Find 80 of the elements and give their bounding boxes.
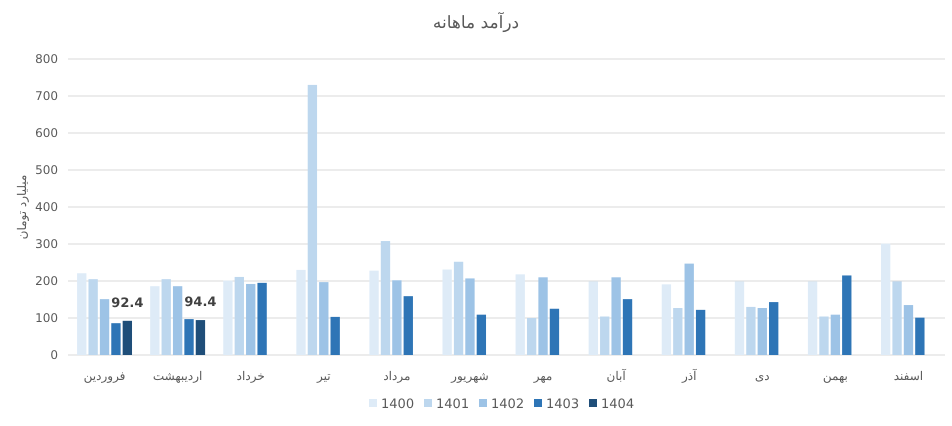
bar [172, 286, 182, 355]
bar [538, 277, 548, 355]
legend-label: 1403 [546, 397, 580, 412]
bar [696, 310, 706, 355]
y-tick-label: 600 [35, 126, 58, 140]
bar [100, 299, 110, 355]
bar [369, 270, 379, 355]
bar [404, 296, 413, 355]
y-tick-label: 700 [35, 89, 58, 103]
bar [734, 281, 744, 355]
title: درآمد ماهانه [432, 13, 520, 33]
y-tick-label: 200 [35, 274, 58, 288]
bar [88, 279, 98, 355]
bar [600, 316, 610, 355]
y-tick-label: 800 [35, 52, 58, 66]
bar [746, 306, 756, 355]
bar [380, 241, 390, 355]
x-tick-label: فروردین [84, 369, 126, 383]
bar [904, 305, 914, 355]
ylabel: میلیارد تومان [15, 174, 29, 240]
bar [516, 274, 525, 355]
bar [673, 308, 682, 355]
bar [808, 281, 818, 355]
bar [392, 280, 402, 355]
x-tick-label: خرداد [236, 369, 265, 383]
bar [819, 316, 829, 355]
bar [915, 318, 925, 355]
bar [880, 244, 890, 355]
bar [662, 284, 672, 355]
x-tick-label: شهریور [450, 369, 489, 383]
legend-label: 1402 [491, 397, 524, 412]
bar [246, 284, 256, 355]
bar [111, 323, 121, 355]
y-tick-label: 400 [35, 200, 58, 214]
bar [319, 282, 328, 355]
y-tick-label: 500 [35, 163, 58, 177]
legend-label: 1401 [436, 397, 470, 412]
bar [196, 320, 206, 355]
bar [465, 278, 475, 355]
bar [77, 273, 86, 355]
data-label: 94.4 [184, 295, 216, 310]
bar [122, 320, 132, 355]
bar [223, 280, 233, 355]
y-tick-label: 100 [35, 311, 58, 325]
data-label: 92.4 [111, 296, 144, 311]
bar [611, 277, 621, 355]
y-tick-label: 0 [50, 348, 58, 362]
bar [150, 286, 160, 355]
bar [454, 262, 464, 355]
bar [892, 281, 902, 355]
bar [588, 281, 598, 355]
bar [830, 314, 840, 355]
legend-label: 1400 [381, 397, 414, 412]
bar [330, 316, 340, 355]
x-tick-label: اردیبهشت [152, 369, 202, 383]
bar [550, 308, 560, 355]
x-tick-label: دی [754, 369, 770, 383]
bar [257, 282, 267, 355]
bar [622, 299, 632, 355]
x-tick-label: مرداد [383, 369, 410, 383]
bar [184, 319, 194, 355]
bar [526, 318, 536, 355]
y-tick-label: 300 [35, 237, 58, 251]
bar [442, 270, 452, 355]
x-tick-label: تیر [316, 369, 331, 383]
bar [769, 302, 778, 355]
bar [476, 314, 486, 355]
bar [842, 275, 852, 355]
x-tick-label: آبان [606, 368, 626, 383]
x-tick-label: مهر [532, 369, 552, 383]
bar [162, 279, 171, 355]
x-tick-label: اسفند [894, 369, 924, 383]
bar [758, 308, 767, 355]
bar [234, 276, 244, 355]
bar [684, 264, 694, 355]
bar [308, 84, 318, 355]
x-tick-label: بهمن [822, 369, 848, 383]
bar [296, 270, 306, 355]
legend-label: 1404 [601, 397, 634, 412]
x-tick-label: آذر [680, 368, 698, 383]
